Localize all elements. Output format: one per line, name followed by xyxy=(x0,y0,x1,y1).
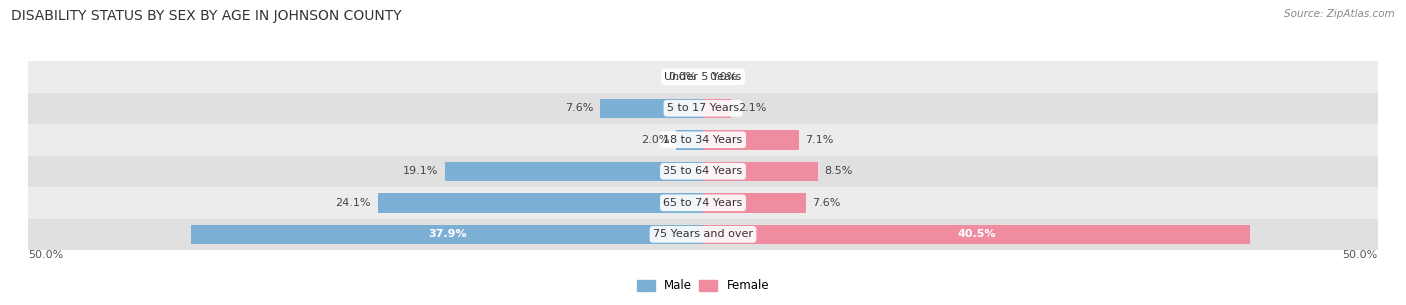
Text: 8.5%: 8.5% xyxy=(824,166,853,176)
Bar xyxy=(600,99,703,118)
Bar xyxy=(28,156,1378,187)
Bar xyxy=(378,193,703,213)
Bar xyxy=(703,99,731,118)
Bar xyxy=(703,162,818,181)
Text: 7.6%: 7.6% xyxy=(565,103,593,113)
Text: DISABILITY STATUS BY SEX BY AGE IN JOHNSON COUNTY: DISABILITY STATUS BY SEX BY AGE IN JOHNS… xyxy=(11,9,402,23)
Text: 65 to 74 Years: 65 to 74 Years xyxy=(664,198,742,208)
Text: 0.0%: 0.0% xyxy=(710,72,738,82)
Text: 50.0%: 50.0% xyxy=(28,250,63,260)
Text: 5 to 17 Years: 5 to 17 Years xyxy=(666,103,740,113)
Bar xyxy=(703,193,806,213)
Text: 35 to 64 Years: 35 to 64 Years xyxy=(664,166,742,176)
Legend: Male, Female: Male, Female xyxy=(633,275,773,297)
Text: 50.0%: 50.0% xyxy=(1343,250,1378,260)
Bar xyxy=(191,224,703,244)
Text: 75 Years and over: 75 Years and over xyxy=(652,229,754,239)
Text: 24.1%: 24.1% xyxy=(336,198,371,208)
Text: Under 5 Years: Under 5 Years xyxy=(665,72,741,82)
Text: 2.1%: 2.1% xyxy=(738,103,766,113)
Bar xyxy=(28,61,1378,92)
Text: 40.5%: 40.5% xyxy=(957,229,995,239)
Bar xyxy=(676,130,703,149)
Bar xyxy=(28,92,1378,124)
Text: 0.0%: 0.0% xyxy=(668,72,696,82)
Text: 2.0%: 2.0% xyxy=(641,135,669,145)
Bar xyxy=(28,124,1378,156)
Text: 18 to 34 Years: 18 to 34 Years xyxy=(664,135,742,145)
Bar xyxy=(703,130,799,149)
Text: 37.9%: 37.9% xyxy=(427,229,467,239)
Text: 19.1%: 19.1% xyxy=(404,166,439,176)
Bar xyxy=(703,224,1250,244)
Bar xyxy=(28,187,1378,219)
Text: 7.1%: 7.1% xyxy=(806,135,834,145)
Bar xyxy=(446,162,703,181)
Text: 7.6%: 7.6% xyxy=(813,198,841,208)
Text: Source: ZipAtlas.com: Source: ZipAtlas.com xyxy=(1284,9,1395,19)
Bar xyxy=(28,219,1378,250)
